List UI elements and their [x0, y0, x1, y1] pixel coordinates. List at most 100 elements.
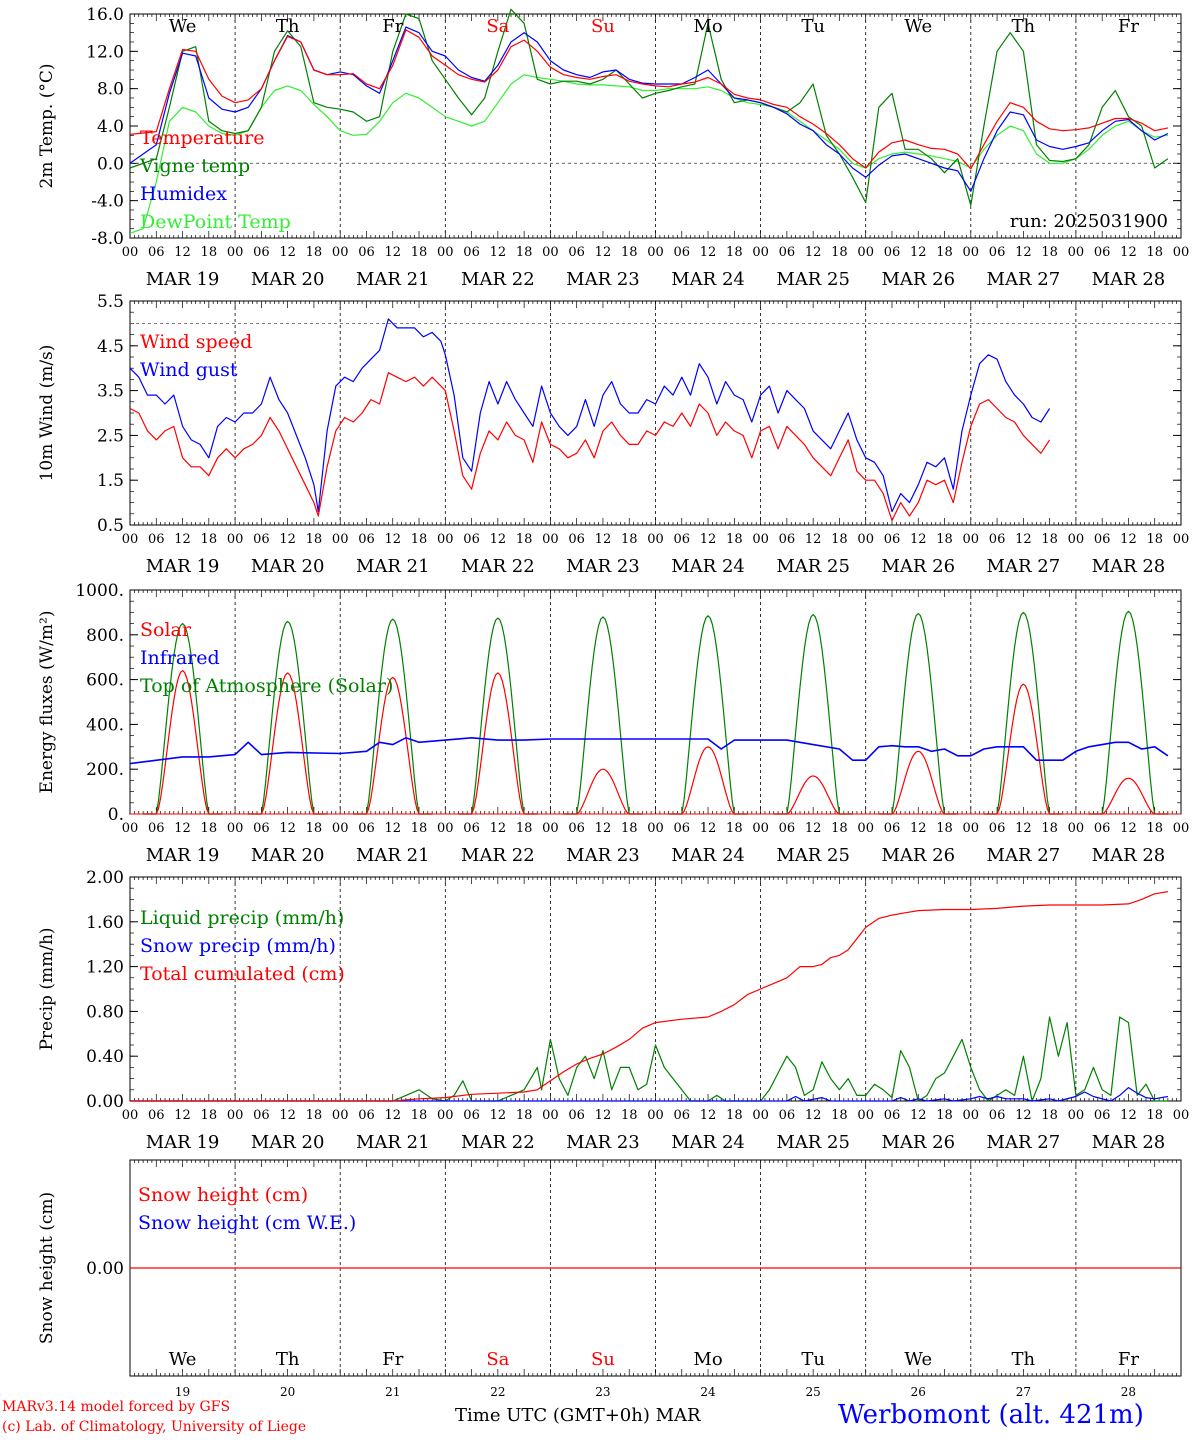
hour-tick-label: 12 — [1015, 1108, 1032, 1123]
day-label: MAR 24 — [671, 269, 745, 290]
hour-tick-label: 06 — [779, 245, 796, 260]
hour-tick-label: 00 — [1068, 821, 1085, 836]
legend-entry: Vigne temp — [139, 155, 250, 177]
toa-solar-curve — [1089, 610, 1168, 815]
series-line-snow-precip-mm-h- — [130, 1086, 1169, 1102]
day-label: MAR 21 — [356, 269, 430, 290]
hour-tick-label: 00 — [647, 821, 664, 836]
hour-tick-label: 00 — [332, 532, 349, 547]
hour-tick-label: 06 — [463, 532, 480, 547]
day-number-label: 20 — [280, 1385, 295, 1399]
day-label: MAR 24 — [671, 556, 745, 577]
solar-curve — [458, 672, 538, 815]
hour-tick-label: 12 — [805, 821, 822, 836]
hour-tick-label: 18 — [516, 245, 533, 260]
y-tick-label: 0. — [108, 805, 124, 825]
y-tick-label: 12.0 — [86, 42, 124, 62]
panel-frame — [129, 589, 1182, 815]
hour-tick-label: 00 — [963, 532, 980, 547]
hour-tick-label: 06 — [463, 245, 480, 260]
day-label: MAR 19 — [146, 269, 220, 290]
hour-tick-label: 18 — [936, 1108, 953, 1123]
y-tick-label: 0.80 — [86, 1002, 124, 1022]
day-label: MAR 28 — [1092, 269, 1166, 290]
hour-tick-label: 12 — [490, 245, 507, 260]
y-tick-label: 16.0 — [86, 5, 124, 25]
legend-entry: Top of Atmosphere (Solar) — [140, 675, 393, 697]
weekday-label: Su — [591, 16, 615, 37]
day-label: MAR 21 — [356, 1132, 430, 1153]
hour-tick-label: 00 — [542, 245, 559, 260]
day-label: MAR 28 — [1092, 556, 1166, 577]
y-tick-label: 5.5 — [97, 292, 124, 312]
hour-tick-label: 00 — [963, 1108, 980, 1123]
toa-solar-curve — [668, 615, 748, 815]
weekday-label: We — [169, 16, 197, 37]
day-label: MAR 27 — [987, 1132, 1061, 1153]
legend-entry: Infrared — [140, 647, 220, 669]
hour-tick-label: 00 — [227, 245, 244, 260]
legend-entry: DewPoint Temp — [140, 211, 291, 233]
day-label: MAR 19 — [146, 556, 220, 577]
day-label: MAR 28 — [1092, 845, 1166, 866]
hour-tick-label: 18 — [936, 532, 953, 547]
hour-tick-label: 06 — [148, 532, 165, 547]
hour-tick-label: 18 — [201, 821, 218, 836]
series-line-wind-gust — [129, 318, 1051, 513]
legend-entry: Snow height (cm W.E.) — [138, 1212, 356, 1234]
solar-curve — [983, 683, 1063, 815]
hour-tick-label: 12 — [384, 245, 401, 260]
y-axis-title: 2m Temp. (°C) — [37, 63, 57, 188]
hour-tick-label: 00 — [227, 821, 244, 836]
hour-tick-label: 06 — [463, 1108, 480, 1123]
day-label: MAR 23 — [566, 845, 640, 866]
weekday-label: Tu — [801, 16, 825, 37]
hour-tick-label: 18 — [726, 532, 743, 547]
hour-tick-label: 18 — [621, 245, 638, 260]
hour-tick-label: 12 — [279, 1108, 296, 1123]
hour-tick-label: 12 — [805, 245, 822, 260]
solar-curve — [353, 676, 433, 815]
day-number-label: 24 — [700, 1385, 716, 1399]
day-label: MAR 27 — [987, 845, 1061, 866]
hour-tick-label: 18 — [201, 532, 218, 547]
hour-tick-label: 06 — [884, 1108, 901, 1123]
hour-tick-label: 12 — [805, 1108, 822, 1123]
day-number-label: 27 — [1016, 1385, 1031, 1399]
y-tick-label: 0.0 — [97, 154, 124, 174]
time-axis-label-text: Time UTC (GMT+0h) — [455, 1405, 650, 1426]
day-number-label: 25 — [806, 1385, 821, 1399]
y-tick-label: -4.0 — [91, 192, 124, 212]
legend-entry: Total cumulated (cm) — [140, 963, 345, 985]
hour-tick-label: 00 — [1173, 532, 1190, 547]
day-label: MAR 22 — [461, 556, 535, 577]
day-label: MAR 19 — [146, 845, 220, 866]
day-label: MAR 20 — [251, 1132, 325, 1153]
hour-tick-label: 00 — [437, 821, 454, 836]
day-label: MAR 26 — [881, 556, 955, 577]
legend-entry: Snow height (cm) — [138, 1184, 308, 1206]
y-axis-title: Precip (mm/h) — [37, 927, 57, 1050]
hour-tick-label: 06 — [989, 821, 1006, 836]
hour-tick-label: 00 — [1068, 1108, 1085, 1123]
hour-tick-label: 12 — [700, 245, 717, 260]
hour-tick-label: 00 — [752, 1108, 769, 1123]
hour-tick-label: 06 — [463, 821, 480, 836]
hour-tick-label: 18 — [831, 245, 848, 260]
legend-entry: Humidex — [140, 183, 227, 205]
hour-tick-label: 06 — [674, 245, 691, 260]
day-label: MAR 27 — [987, 269, 1061, 290]
hour-tick-label: 06 — [253, 245, 270, 260]
y-tick-label: 8.0 — [97, 80, 124, 100]
toa-solar-curve — [353, 618, 433, 815]
y-tick-label: 1000. — [75, 581, 124, 601]
legend-entry: Wind speed — [140, 331, 252, 353]
weekday-label: Th — [1012, 1349, 1036, 1370]
legend-entry: Liquid precip (mm/h) — [140, 907, 344, 929]
hour-tick-label: 06 — [884, 532, 901, 547]
hour-tick-label: 00 — [857, 245, 874, 260]
hour-tick-label: 00 — [752, 821, 769, 836]
weekday-label: Su — [591, 1349, 615, 1370]
hour-tick-label: 00 — [542, 532, 559, 547]
hour-tick-label: 06 — [674, 1108, 691, 1123]
